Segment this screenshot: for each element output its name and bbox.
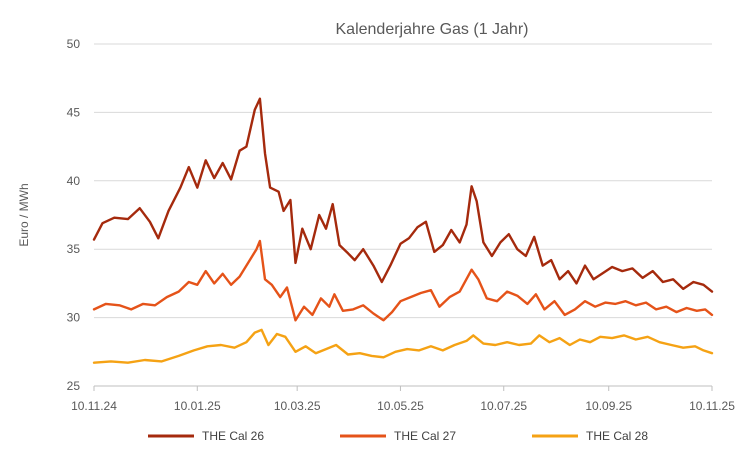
y-axis-label: Euro / MWh: [17, 183, 31, 246]
y-tick-label: 40: [67, 174, 81, 188]
y-tick-label: 30: [67, 311, 81, 325]
x-tick-label: 10.07.25: [480, 399, 527, 413]
legend-label: THE Cal 27: [394, 429, 456, 443]
x-tick-label: 10.11.24: [71, 399, 117, 413]
x-tick-label: 10.01.25: [174, 399, 221, 413]
series-line: [92, 328, 714, 364]
y-tick-label: 35: [67, 242, 81, 256]
x-tick-label: 10.05.25: [377, 399, 424, 413]
legend: THE Cal 26 THE Cal 27 THE Cal 28: [148, 429, 648, 443]
chart-title: Kalenderjahre Gas (1 Jahr): [336, 21, 529, 38]
legend-label: THE Cal 26: [202, 429, 264, 443]
y-tick-label: 45: [67, 105, 81, 119]
series-lines: [92, 97, 714, 364]
y-axis-ticks: 25 30 35 40 45 50: [67, 37, 81, 393]
x-axis-ticks: 10.11.24 10.01.25 10.03.25 10.05.25 10.07.25…: [71, 386, 735, 413]
gridlines: [94, 43, 712, 319]
series-line: [92, 97, 714, 293]
y-tick-label: 50: [67, 37, 81, 51]
x-tick-label: 10.11.25: [689, 399, 735, 413]
y-tick-label: 25: [67, 379, 81, 393]
x-tick-label: 10.03.25: [274, 399, 321, 413]
x-tick-label: 10.09.25: [585, 399, 632, 413]
legend-label: THE Cal 28: [586, 429, 648, 443]
series-line: [92, 239, 714, 322]
